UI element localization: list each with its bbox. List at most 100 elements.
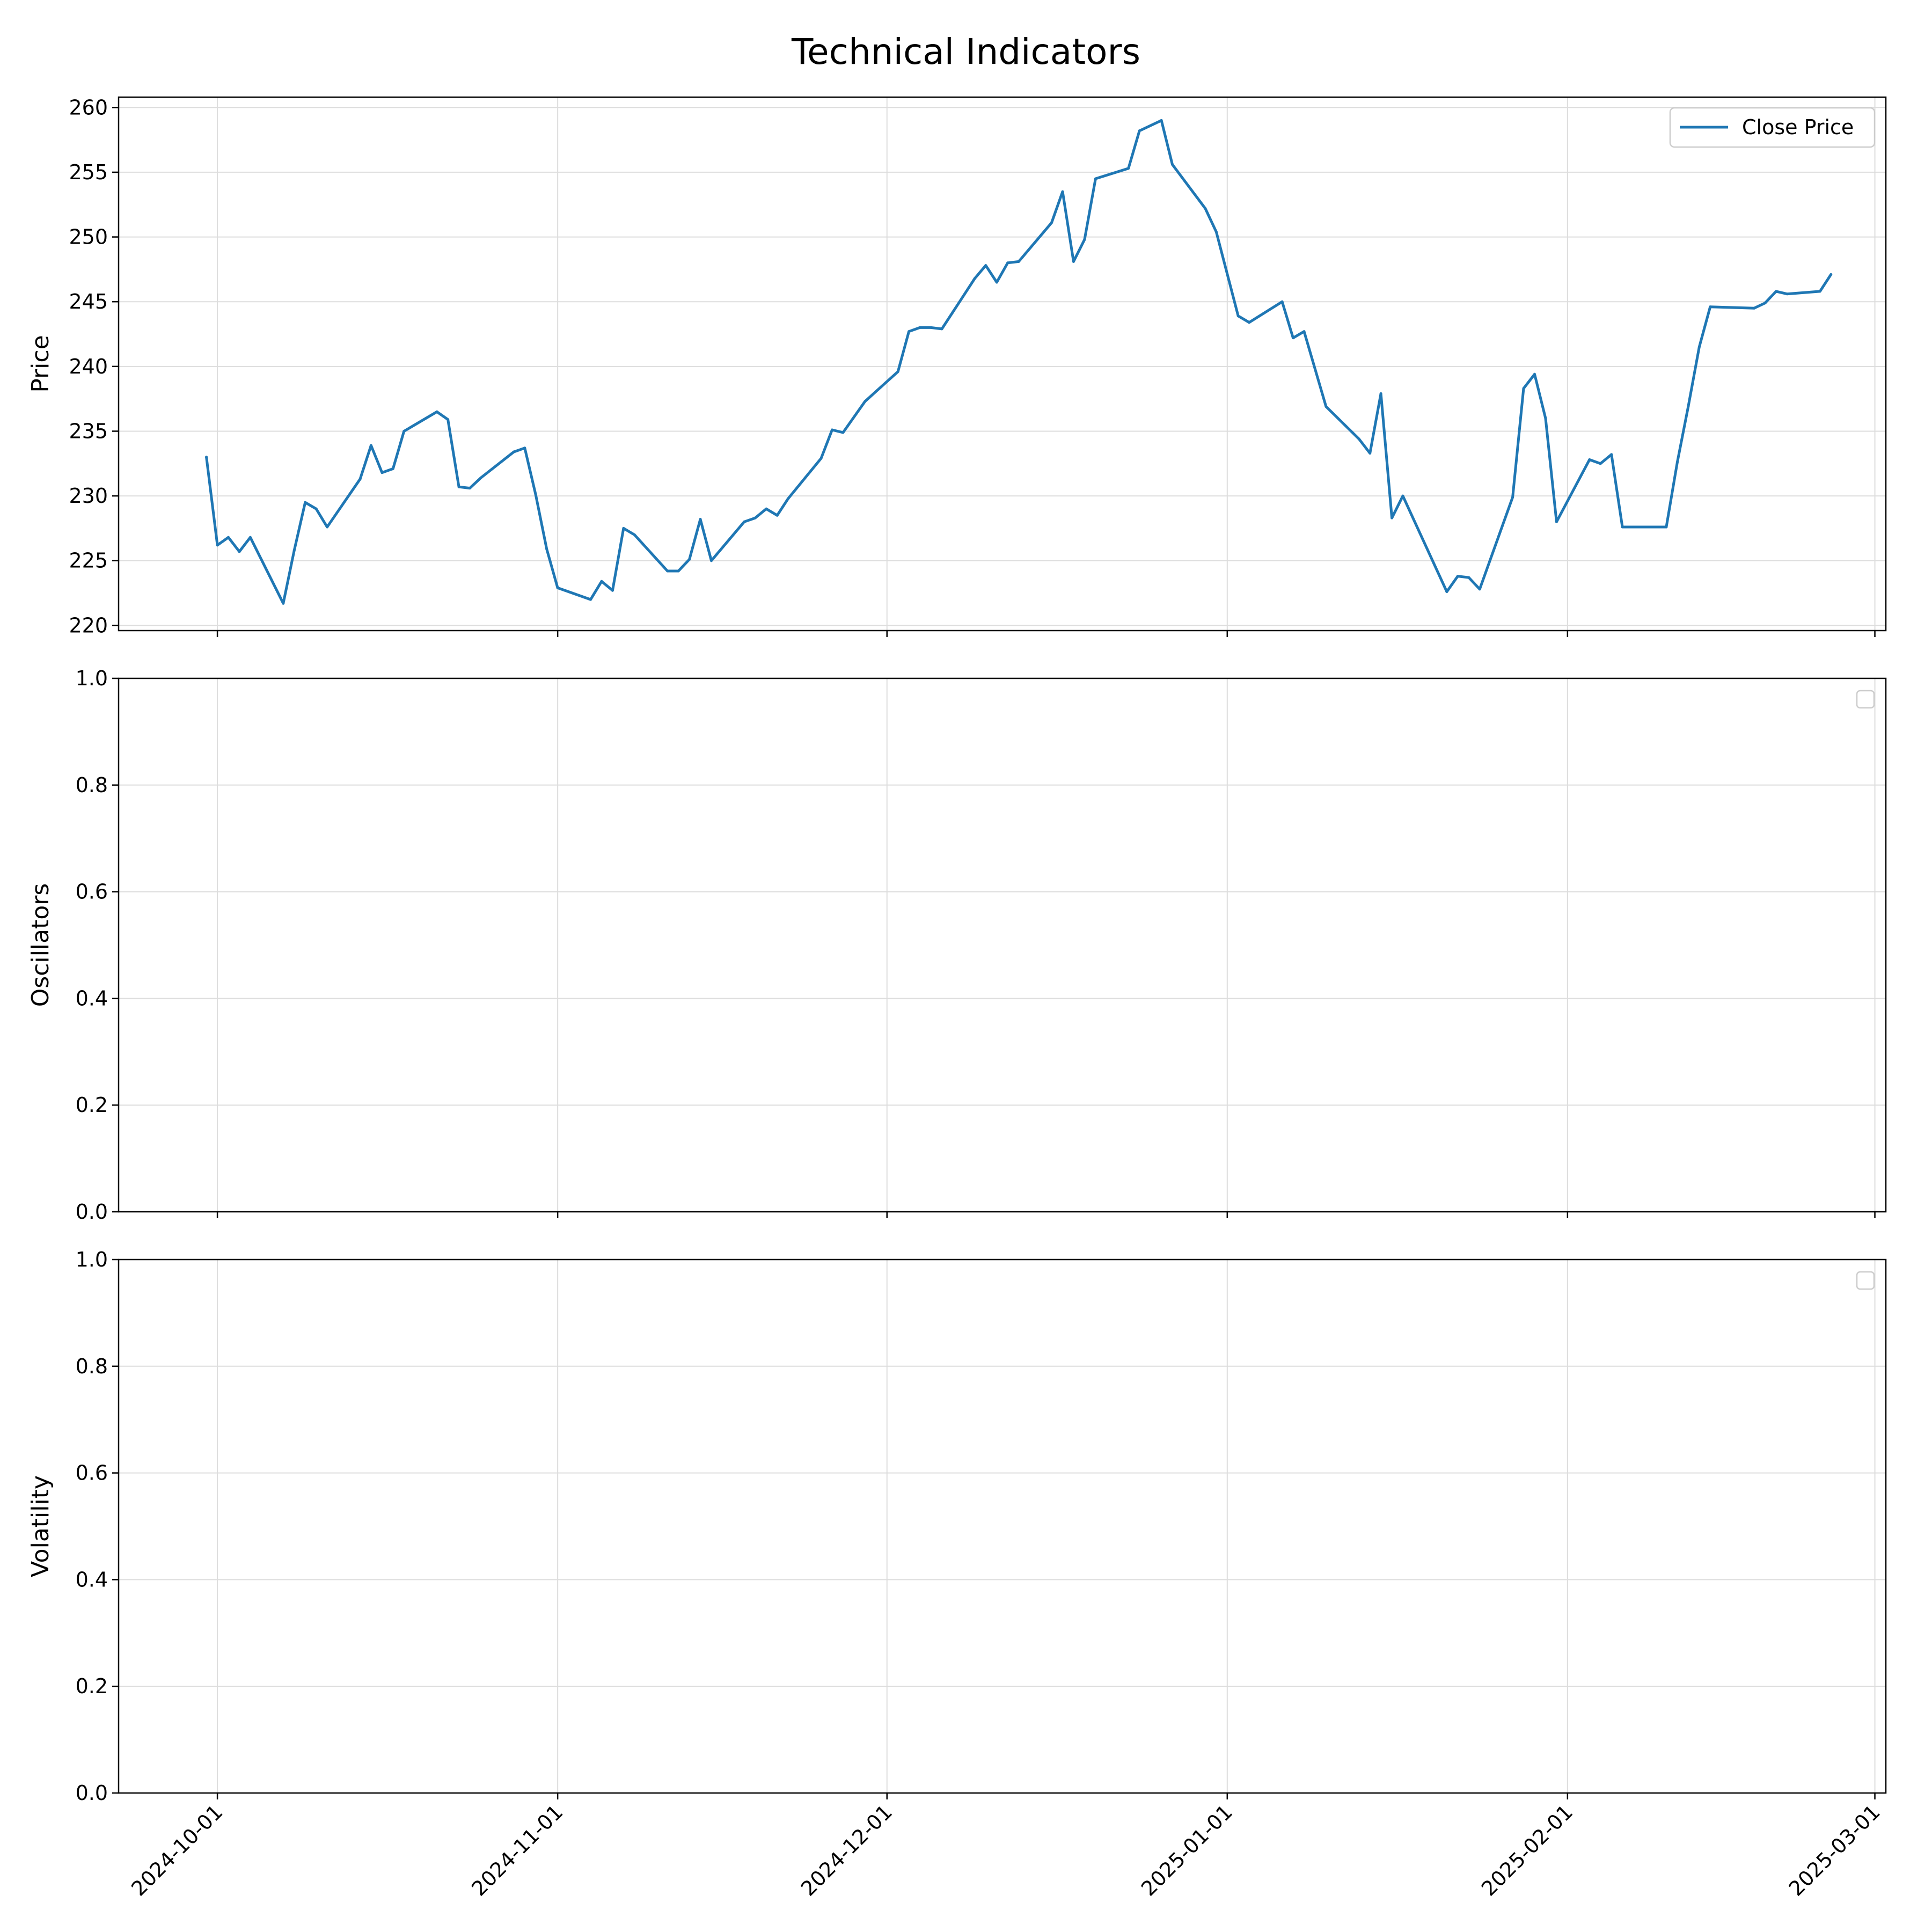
- legend-box: [1669, 107, 1876, 148]
- data-point: [841, 431, 845, 434]
- y-tick-label: 235: [69, 419, 108, 443]
- data-point: [1171, 163, 1174, 166]
- y-tick-label: 0.2: [76, 1674, 108, 1698]
- x-tick-label: 2025-03-01: [1784, 1800, 1885, 1900]
- data-point: [1753, 306, 1756, 310]
- y-axis-label: Oscillators: [27, 883, 54, 1007]
- data-point: [1302, 330, 1306, 333]
- data-point: [973, 277, 976, 280]
- axes-frame: [118, 96, 1887, 632]
- legend: [1856, 1271, 1875, 1290]
- data-point: [1324, 405, 1328, 408]
- data-point: [1214, 230, 1218, 233]
- data-point: [1006, 261, 1009, 265]
- data-point: [1675, 460, 1679, 464]
- data-point: [326, 525, 329, 529]
- data-point: [457, 485, 460, 488]
- series-line-close-price: [205, 119, 1833, 605]
- data-point: [611, 589, 614, 592]
- data-point: [1357, 437, 1360, 441]
- data-point: [1621, 525, 1624, 529]
- data-point: [1818, 290, 1821, 293]
- y-tick-label: 260: [69, 96, 108, 119]
- data-point: [699, 518, 702, 521]
- data-point: [1697, 346, 1701, 349]
- data-point: [677, 569, 680, 573]
- data-point: [1280, 300, 1284, 303]
- data-point: [1248, 321, 1251, 324]
- data-point: [896, 370, 899, 373]
- data-point: [1632, 525, 1635, 529]
- panel-3: 2024-10-01 2024-11-01 2024-12-01 2025-01-01…: [27, 1248, 1887, 1901]
- data-point: [292, 548, 296, 552]
- x-tick-label: 2025-01-01: [1137, 1800, 1237, 1900]
- y-tick-label: 0.0: [76, 1200, 108, 1224]
- data-point: [787, 497, 790, 500]
- data-point: [775, 514, 779, 517]
- panel-1: 220 225 230 235 240 245 250 255 260 Price Close Pr…: [27, 96, 1887, 637]
- data-point: [1511, 496, 1514, 499]
- data-point: [469, 487, 471, 490]
- x-tick-label: 2024-10-01: [127, 1800, 227, 1900]
- data-point: [1017, 260, 1020, 263]
- data-point: [238, 550, 241, 553]
- y-tick-label: 0.0: [76, 1781, 108, 1805]
- data-point: [556, 586, 559, 589]
- data-point: [358, 478, 362, 481]
- data-point: [447, 418, 450, 421]
- data-point: [216, 544, 219, 547]
- panel-2: 0.0 0.2 0.4 0.6 0.8 1.0 Oscillators: [27, 667, 1887, 1224]
- data-point: [589, 598, 592, 601]
- data-point: [1368, 452, 1372, 455]
- data-point: [1391, 516, 1394, 519]
- figure-title: Technical Indicators: [791, 31, 1141, 72]
- data-point: [1522, 387, 1525, 390]
- data-point: [984, 264, 987, 267]
- data-point: [743, 520, 746, 523]
- y-tick-label: 0.2: [76, 1093, 108, 1117]
- data-point: [1478, 588, 1481, 591]
- data-point: [600, 580, 603, 583]
- data-point: [523, 447, 526, 450]
- data-point: [369, 444, 372, 447]
- data-point: [1138, 129, 1141, 133]
- data-point: [819, 457, 823, 460]
- legend-box-empty: [1856, 690, 1875, 709]
- data-point: [304, 501, 307, 504]
- data-point: [622, 526, 625, 530]
- data-point: [380, 471, 384, 474]
- data-point: [1610, 453, 1613, 456]
- data-point: [402, 430, 406, 433]
- data-point: [248, 536, 252, 539]
- data-point: [1555, 520, 1558, 523]
- chart-panels: 220 225 230 235 240 245 250 255 260 Price Close Pr…: [27, 96, 1887, 1901]
- data-point: [831, 428, 833, 431]
- data-point: [205, 456, 208, 459]
- data-point: [1083, 238, 1086, 241]
- data-point: [1050, 221, 1053, 224]
- data-point: [940, 327, 943, 331]
- y-tick-label: 0.6: [76, 880, 108, 904]
- data-point: [1379, 392, 1382, 395]
- data-point: [227, 536, 230, 539]
- data-point: [863, 400, 867, 403]
- y-tick-label: 0.8: [76, 773, 108, 797]
- data-point: [908, 330, 911, 333]
- legend-box-empty: [1856, 1271, 1875, 1290]
- data-point: [1094, 177, 1097, 180]
- y-tick-label: 0.4: [76, 1568, 108, 1591]
- data-point: [1236, 314, 1240, 318]
- legend-label: Close Price: [1742, 115, 1854, 139]
- data-point: [479, 476, 482, 479]
- data-point: [435, 410, 438, 413]
- data-point: [1127, 167, 1130, 170]
- y-axis-label: Volatility: [27, 1475, 54, 1577]
- data-point: [1763, 302, 1767, 305]
- y-tick-label: 255: [69, 160, 108, 184]
- data-point: [1709, 305, 1712, 309]
- y-tick-label: 0.8: [76, 1355, 108, 1378]
- data-point: [1687, 405, 1690, 408]
- data-point: [1588, 458, 1591, 461]
- legend: Close Price: [1669, 107, 1876, 148]
